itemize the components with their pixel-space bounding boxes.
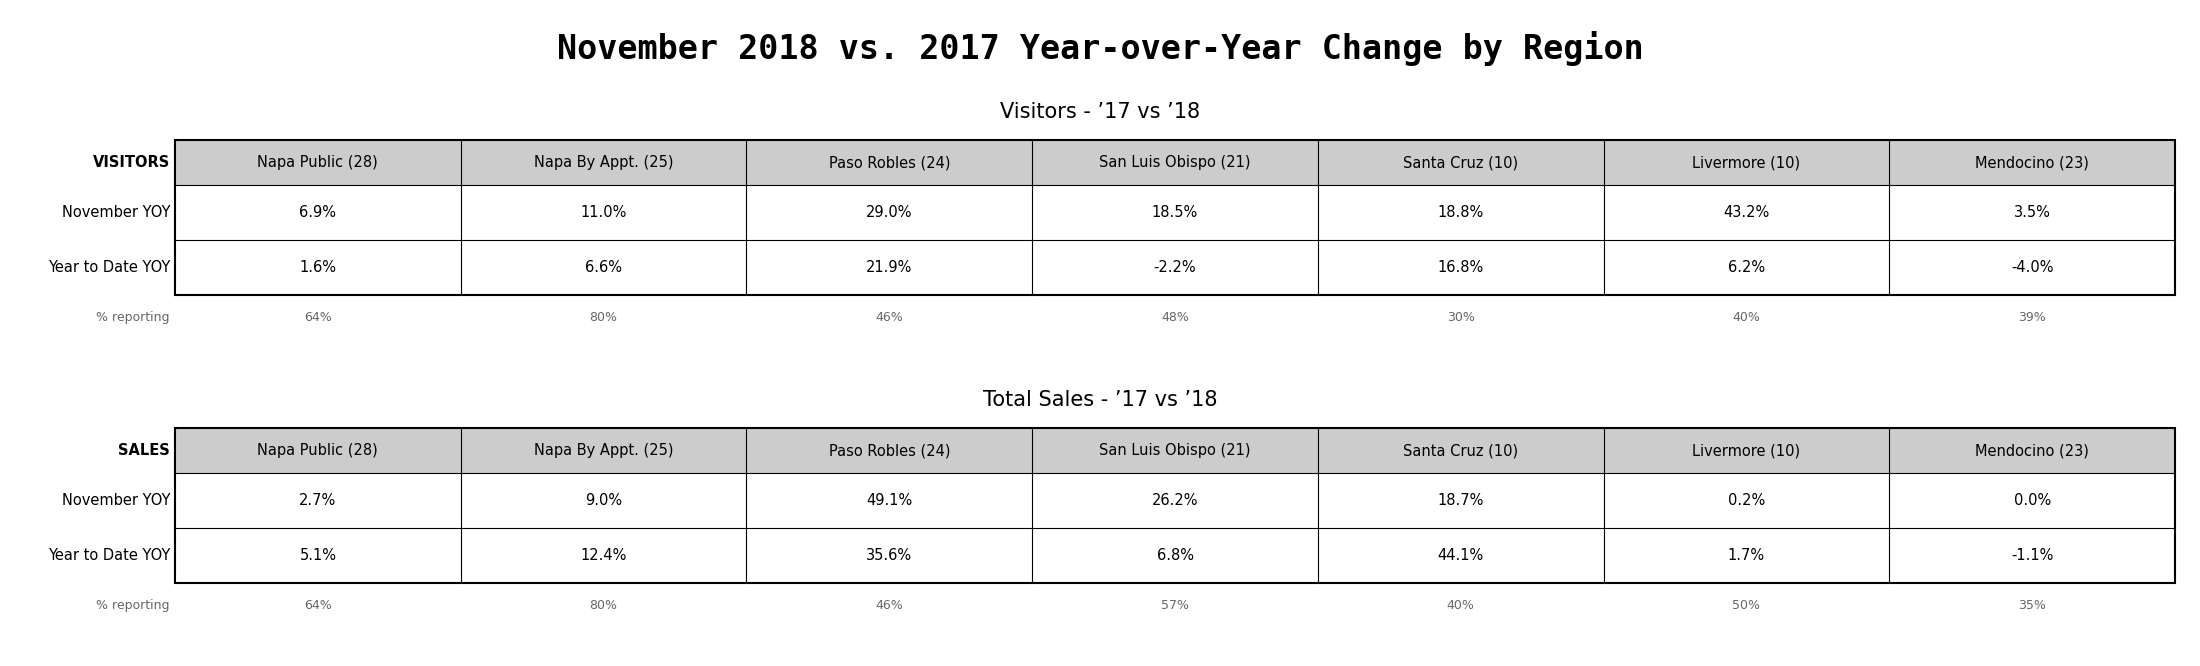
Text: VISITORS: VISITORS xyxy=(92,155,169,170)
Text: 18.5%: 18.5% xyxy=(1153,205,1199,220)
Text: 16.8%: 16.8% xyxy=(1437,260,1483,275)
Text: 46%: 46% xyxy=(876,311,904,324)
Text: Livermore (10): Livermore (10) xyxy=(1692,443,1800,458)
Text: Napa Public (28): Napa Public (28) xyxy=(257,443,378,458)
Text: 11.0%: 11.0% xyxy=(581,205,627,220)
Text: 6.8%: 6.8% xyxy=(1157,548,1192,563)
Text: Napa By Appt. (25): Napa By Appt. (25) xyxy=(535,155,673,170)
Text: San Luis Obispo (21): San Luis Obispo (21) xyxy=(1100,155,1252,170)
Text: 18.8%: 18.8% xyxy=(1437,205,1483,220)
Text: 1.7%: 1.7% xyxy=(1727,548,1764,563)
Text: 2.7%: 2.7% xyxy=(299,493,337,508)
Text: 48%: 48% xyxy=(1162,311,1188,324)
Text: Paso Robles (24): Paso Robles (24) xyxy=(829,155,950,170)
Text: 35.6%: 35.6% xyxy=(867,548,913,563)
Text: 6.9%: 6.9% xyxy=(299,205,337,220)
Text: November YOY: November YOY xyxy=(62,493,169,508)
Text: Mendocino (23): Mendocino (23) xyxy=(1976,443,2090,458)
Text: 64%: 64% xyxy=(304,599,332,612)
Text: 1.6%: 1.6% xyxy=(299,260,337,275)
Text: 50%: 50% xyxy=(1731,599,1760,612)
Text: Total Sales - ’17 vs ’18: Total Sales - ’17 vs ’18 xyxy=(983,390,1217,410)
Text: 49.1%: 49.1% xyxy=(867,493,913,508)
Text: 64%: 64% xyxy=(304,311,332,324)
Text: Santa Cruz (10): Santa Cruz (10) xyxy=(1404,155,1518,170)
Text: 12.4%: 12.4% xyxy=(581,548,627,563)
Text: 57%: 57% xyxy=(1162,599,1188,612)
Text: 46%: 46% xyxy=(876,599,904,612)
Text: 0.0%: 0.0% xyxy=(2013,493,2050,508)
Text: 0.2%: 0.2% xyxy=(1727,493,1764,508)
Text: 30%: 30% xyxy=(1448,311,1474,324)
Text: 5.1%: 5.1% xyxy=(299,548,337,563)
Text: 40%: 40% xyxy=(1731,311,1760,324)
Text: 3.5%: 3.5% xyxy=(2013,205,2050,220)
Text: 9.0%: 9.0% xyxy=(585,493,623,508)
Text: Santa Cruz (10): Santa Cruz (10) xyxy=(1404,443,1518,458)
Text: 80%: 80% xyxy=(590,311,618,324)
Bar xyxy=(176,428,2176,583)
Text: 40%: 40% xyxy=(1448,599,1474,612)
Text: Year to Date YOY: Year to Date YOY xyxy=(48,548,169,563)
Text: 44.1%: 44.1% xyxy=(1437,548,1483,563)
Text: 35%: 35% xyxy=(2017,599,2046,612)
Text: -4.0%: -4.0% xyxy=(2011,260,2053,275)
Text: Mendocino (23): Mendocino (23) xyxy=(1976,155,2090,170)
Text: 80%: 80% xyxy=(590,599,618,612)
Text: 29.0%: 29.0% xyxy=(867,205,913,220)
Text: November 2018 vs. 2017 Year-over-Year Change by Region: November 2018 vs. 2017 Year-over-Year Ch… xyxy=(557,31,1643,65)
Text: November YOY: November YOY xyxy=(62,205,169,220)
Text: 21.9%: 21.9% xyxy=(867,260,913,275)
Bar xyxy=(176,140,2176,185)
Text: % reporting: % reporting xyxy=(97,599,169,612)
Text: Paso Robles (24): Paso Robles (24) xyxy=(829,443,950,458)
Text: Year to Date YOY: Year to Date YOY xyxy=(48,260,169,275)
Text: Livermore (10): Livermore (10) xyxy=(1692,155,1800,170)
Text: 39%: 39% xyxy=(2017,311,2046,324)
Text: San Luis Obispo (21): San Luis Obispo (21) xyxy=(1100,443,1252,458)
Bar xyxy=(176,140,2176,295)
Text: 43.2%: 43.2% xyxy=(1723,205,1769,220)
Bar xyxy=(176,428,2176,473)
Text: 6.2%: 6.2% xyxy=(1727,260,1764,275)
Text: Napa By Appt. (25): Napa By Appt. (25) xyxy=(535,443,673,458)
Text: -2.2%: -2.2% xyxy=(1153,260,1197,275)
Text: -1.1%: -1.1% xyxy=(2011,548,2053,563)
Text: % reporting: % reporting xyxy=(97,311,169,324)
Text: Visitors - ’17 vs ’18: Visitors - ’17 vs ’18 xyxy=(1001,102,1199,122)
Text: SALES: SALES xyxy=(119,443,169,458)
Text: 18.7%: 18.7% xyxy=(1437,493,1485,508)
Text: Napa Public (28): Napa Public (28) xyxy=(257,155,378,170)
Text: 26.2%: 26.2% xyxy=(1153,493,1199,508)
Text: 6.6%: 6.6% xyxy=(585,260,623,275)
